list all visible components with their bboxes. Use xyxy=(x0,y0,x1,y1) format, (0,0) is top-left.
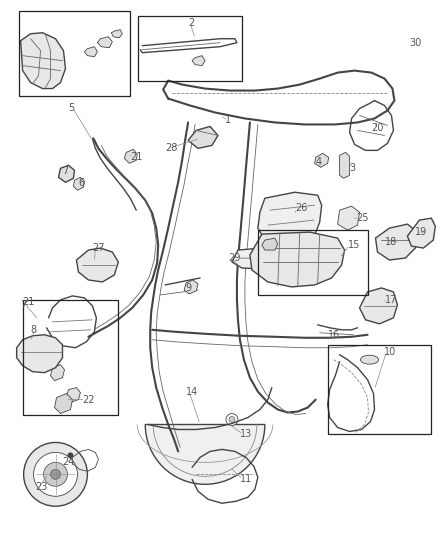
Polygon shape xyxy=(124,149,137,163)
Polygon shape xyxy=(262,238,278,250)
Circle shape xyxy=(43,462,67,486)
Text: 3: 3 xyxy=(350,163,356,173)
Text: 19: 19 xyxy=(415,227,427,237)
Text: 8: 8 xyxy=(31,325,37,335)
Polygon shape xyxy=(184,280,198,294)
Polygon shape xyxy=(35,355,49,370)
Bar xyxy=(19,11,130,95)
Text: 20: 20 xyxy=(371,124,384,133)
Text: 21: 21 xyxy=(130,152,143,163)
Polygon shape xyxy=(85,47,97,56)
Polygon shape xyxy=(375,224,417,260)
Polygon shape xyxy=(192,55,205,66)
Text: 7: 7 xyxy=(63,166,69,176)
Polygon shape xyxy=(67,387,81,402)
Polygon shape xyxy=(77,248,118,282)
Text: 11: 11 xyxy=(240,474,252,484)
Polygon shape xyxy=(111,30,122,38)
Text: 22: 22 xyxy=(82,394,95,405)
Text: 23: 23 xyxy=(35,482,48,492)
Text: 4: 4 xyxy=(316,157,322,167)
Circle shape xyxy=(24,442,88,506)
Polygon shape xyxy=(21,33,66,88)
Polygon shape xyxy=(50,365,64,381)
Polygon shape xyxy=(314,154,328,167)
Text: 9: 9 xyxy=(185,283,191,293)
Text: 2: 2 xyxy=(188,18,194,28)
Circle shape xyxy=(229,416,235,423)
Text: 27: 27 xyxy=(92,243,105,253)
Polygon shape xyxy=(360,288,397,324)
Circle shape xyxy=(34,453,78,496)
Bar xyxy=(328,345,431,434)
Bar xyxy=(23,300,118,415)
Text: 21: 21 xyxy=(23,297,35,307)
Polygon shape xyxy=(97,37,112,47)
Polygon shape xyxy=(258,192,321,244)
Polygon shape xyxy=(188,126,218,148)
Text: 14: 14 xyxy=(186,386,198,397)
Polygon shape xyxy=(250,232,345,287)
Text: 18: 18 xyxy=(385,237,397,247)
Bar xyxy=(138,16,242,80)
Polygon shape xyxy=(74,177,85,190)
Text: 7: 7 xyxy=(21,300,27,310)
Polygon shape xyxy=(407,218,435,248)
Polygon shape xyxy=(59,165,74,182)
Text: 26: 26 xyxy=(295,203,307,213)
Polygon shape xyxy=(338,206,360,230)
Text: 28: 28 xyxy=(165,143,177,154)
Polygon shape xyxy=(54,393,72,414)
Text: 6: 6 xyxy=(78,178,85,188)
Circle shape xyxy=(67,453,74,458)
Polygon shape xyxy=(232,246,339,272)
Circle shape xyxy=(226,414,238,425)
Text: 29: 29 xyxy=(228,253,240,263)
Text: 1: 1 xyxy=(225,116,231,125)
Text: 25: 25 xyxy=(357,213,369,223)
Text: 13: 13 xyxy=(240,430,252,440)
Text: 24: 24 xyxy=(63,457,75,467)
Text: 30: 30 xyxy=(410,38,422,48)
Polygon shape xyxy=(17,335,63,373)
Text: 15: 15 xyxy=(348,240,360,250)
Text: 17: 17 xyxy=(385,295,397,305)
Text: 5: 5 xyxy=(68,102,75,112)
Circle shape xyxy=(50,470,60,479)
Polygon shape xyxy=(339,152,350,178)
Bar xyxy=(258,230,367,295)
Ellipse shape xyxy=(360,355,378,364)
Text: 16: 16 xyxy=(328,330,340,340)
Text: 10: 10 xyxy=(384,347,396,357)
Wedge shape xyxy=(145,424,265,484)
